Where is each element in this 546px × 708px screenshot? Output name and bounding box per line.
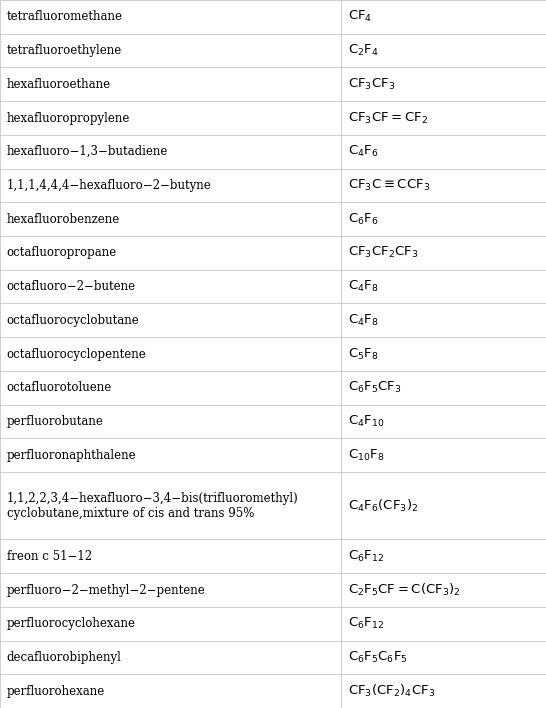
Text: perfluorohexane: perfluorohexane	[7, 685, 105, 697]
Text: $\mathrm{C_6F_5CF_3}$: $\mathrm{C_6F_5CF_3}$	[348, 380, 401, 395]
Text: octafluorotoluene: octafluorotoluene	[7, 381, 112, 394]
Text: octafluoropropane: octafluoropropane	[7, 246, 117, 259]
Text: hexafluoroethane: hexafluoroethane	[7, 78, 111, 91]
Text: $\mathrm{CF_4}$: $\mathrm{CF_4}$	[348, 9, 372, 24]
Text: $\mathrm{CF_3(CF_2)_4CF_3}$: $\mathrm{CF_3(CF_2)_4CF_3}$	[348, 683, 435, 700]
Text: hexafluoro−1,3−butadiene: hexafluoro−1,3−butadiene	[7, 145, 168, 158]
Text: octafluorocyclopentene: octafluorocyclopentene	[7, 348, 146, 360]
Text: freon c 51−12: freon c 51−12	[7, 550, 92, 563]
Text: perfluorobutane: perfluorobutane	[7, 415, 103, 428]
Text: $\mathrm{C_{10}F_8}$: $\mathrm{C_{10}F_8}$	[348, 447, 384, 463]
Text: octafluoro−2−butene: octafluoro−2−butene	[7, 280, 135, 293]
Text: 1,1,2,2,3,4−hexafluoro−3,4−bis(trifluoromethyl): 1,1,2,2,3,4−hexafluoro−3,4−bis(trifluoro…	[7, 491, 298, 505]
Text: perfluoronaphthalene: perfluoronaphthalene	[7, 449, 136, 462]
Text: $\mathrm{C_4F_{10}}$: $\mathrm{C_4F_{10}}$	[348, 414, 384, 429]
Text: decafluorobiphenyl: decafluorobiphenyl	[7, 651, 121, 664]
Text: 1,1,1,4,4,4−hexafluoro−2−butyne: 1,1,1,4,4,4−hexafluoro−2−butyne	[7, 179, 211, 192]
Text: $\mathrm{C_5F_8}$: $\mathrm{C_5F_8}$	[348, 346, 378, 362]
Text: $\mathrm{C_6F_5C_6F_5}$: $\mathrm{C_6F_5C_6F_5}$	[348, 650, 408, 665]
Text: $\mathrm{CF_3C{\equiv}CCF_3}$: $\mathrm{CF_3C{\equiv}CCF_3}$	[348, 178, 430, 193]
Text: $\mathrm{C_6F_{12}}$: $\mathrm{C_6F_{12}}$	[348, 549, 384, 564]
Text: tetrafluoroethylene: tetrafluoroethylene	[7, 44, 122, 57]
Text: $\mathrm{CF_3CF_2CF_3}$: $\mathrm{CF_3CF_2CF_3}$	[348, 245, 418, 261]
Text: hexafluoropropylene: hexafluoropropylene	[7, 111, 130, 125]
Text: cyclobutane,mixture of cis and trans 95%: cyclobutane,mixture of cis and trans 95%	[7, 507, 254, 520]
Text: $\mathrm{C_4F_6(CF_3)_2}$: $\mathrm{C_4F_6(CF_3)_2}$	[348, 498, 418, 514]
Text: $\mathrm{C_6F_{12}}$: $\mathrm{C_6F_{12}}$	[348, 616, 384, 632]
Text: octafluorocyclobutane: octafluorocyclobutane	[7, 314, 139, 327]
Text: perfluorocyclohexane: perfluorocyclohexane	[7, 617, 135, 630]
Text: $\mathrm{C_2F_5CF{=}C(CF_3)_2}$: $\mathrm{C_2F_5CF{=}C(CF_3)_2}$	[348, 582, 460, 598]
Text: $\mathrm{CF_3CF_3}$: $\mathrm{CF_3CF_3}$	[348, 76, 395, 92]
Text: $\mathrm{C_2F_4}$: $\mathrm{C_2F_4}$	[348, 43, 378, 58]
Text: $\mathrm{C_6F_6}$: $\mathrm{C_6F_6}$	[348, 212, 378, 227]
Text: hexafluorobenzene: hexafluorobenzene	[7, 212, 120, 226]
Text: $\mathrm{CF_3CF{=}CF_2}$: $\mathrm{CF_3CF{=}CF_2}$	[348, 110, 428, 125]
Text: perfluoro−2−methyl−2−pentene: perfluoro−2−methyl−2−pentene	[7, 583, 205, 597]
Text: $\mathrm{C_4F_6}$: $\mathrm{C_4F_6}$	[348, 144, 378, 159]
Text: tetrafluoromethane: tetrafluoromethane	[7, 11, 122, 23]
Text: $\mathrm{C_4F_8}$: $\mathrm{C_4F_8}$	[348, 313, 378, 328]
Text: $\mathrm{C_4F_8}$: $\mathrm{C_4F_8}$	[348, 279, 378, 294]
